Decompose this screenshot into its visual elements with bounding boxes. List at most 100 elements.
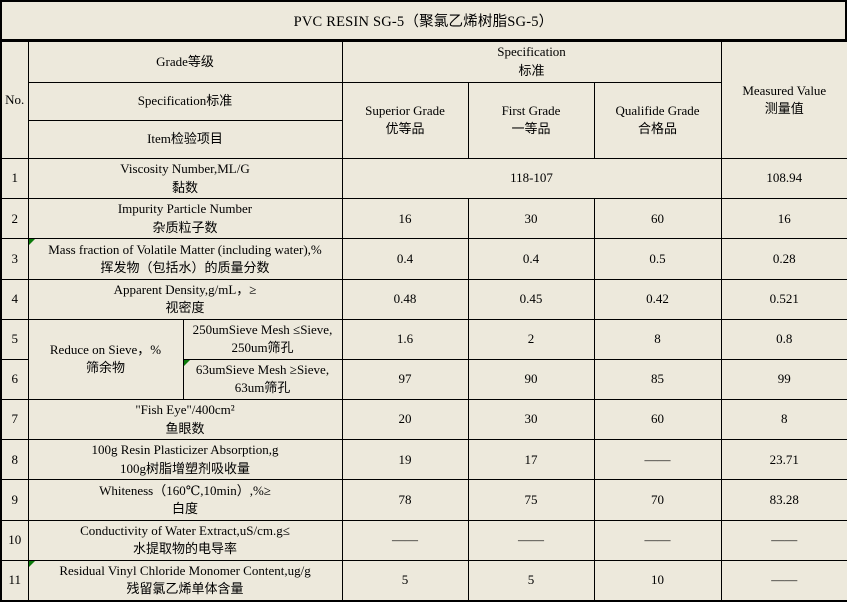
- item-en: Residual Vinyl Chloride Monomer Content,…: [59, 562, 311, 578]
- cell-r5-superior: 1.6: [341, 318, 469, 360]
- cell-r5-no: 5: [0, 318, 29, 360]
- cell-r11-measured: ——: [720, 559, 847, 602]
- cell-r7-superior: 20: [341, 399, 469, 441]
- item-zh: 水提取物的电导率: [133, 541, 238, 557]
- item-en: 250umSieve Mesh ≤Sieve,: [192, 321, 333, 337]
- table-row: 10 Conductivity of Water Extract,uS/cm.g…: [0, 519, 847, 561]
- item-zh: 视密度: [165, 300, 205, 316]
- cell-r5-first: 2: [467, 318, 595, 360]
- header-specification-en: Specification: [497, 44, 566, 60]
- header-row-spec: Specification标准 Superior Grade 优等品 First…: [1, 81, 847, 160]
- table-row: 6 63umSieve Mesh ≥Sieve, 63um筛孔 97 90 85…: [0, 358, 847, 401]
- cell-r4-superior: 0.48: [341, 278, 469, 320]
- cell-r8-first: 17: [467, 439, 595, 481]
- cell-r2-no: 2: [0, 198, 29, 240]
- item-en: Mass fraction of Volatile Matter (includ…: [48, 241, 322, 257]
- header-first-en: First Grade: [501, 102, 561, 118]
- header-superior-en: Superior Grade: [365, 102, 445, 118]
- cell-r2-item: Impurity Particle Number 杂质粒子数: [27, 198, 343, 240]
- header-item: Item检验项目: [27, 119, 343, 160]
- cell-r10-superior: ——: [341, 519, 469, 561]
- item-zh: 黏数: [172, 179, 199, 195]
- item-zh: 100g树脂增塑剂吸收量: [120, 460, 251, 476]
- cell-r10-measured: ——: [720, 519, 847, 561]
- cell-r5-subitem: 250umSieve Mesh ≤Sieve, 250um筛孔: [182, 318, 343, 360]
- item-zh: 白度: [172, 500, 199, 516]
- item-en: 100g Resin Plasticizer Absorption,g: [91, 442, 279, 458]
- table-row: 1 Viscosity Number,ML/G 黏数 118-107 108.9…: [0, 158, 847, 200]
- cell-r11-qualified: 10: [593, 559, 722, 602]
- cell-r11-superior: 5: [341, 559, 469, 602]
- cell-r11-item: Residual Vinyl Chloride Monomer Content,…: [27, 559, 343, 602]
- cell-r9-qualified: 70: [593, 479, 722, 521]
- header-qualified-grade: Qualifide Grade 合格品: [593, 81, 722, 160]
- item-zh: 250um筛孔: [231, 340, 294, 356]
- cell-r2-first: 30: [467, 198, 595, 240]
- header-specification: Specification 标准: [341, 40, 722, 83]
- cell-r9-no: 9: [0, 479, 29, 521]
- header-first-zh: 一等品: [511, 121, 551, 137]
- cell-r2-qualified: 60: [593, 198, 722, 240]
- cell-r6-measured: 99: [720, 358, 847, 401]
- cell-r11-first: 5: [467, 559, 595, 602]
- header-measured-en: Measured Value: [742, 82, 827, 98]
- item-zh: 筛余物: [85, 360, 125, 376]
- item-en: Whiteness（160℃,10min）,%≥: [99, 482, 271, 498]
- table-row: 8 100g Resin Plasticizer Absorption,g 10…: [0, 439, 847, 481]
- header-spec-std: Specification标准: [27, 81, 343, 121]
- header-specification-zh: 标准: [518, 62, 545, 78]
- cell-r3-superior: 0.4: [341, 238, 469, 280]
- item-en: Conductivity of Water Extract,uS/cm.g≤: [80, 522, 290, 538]
- cell-r7-no: 7: [0, 399, 29, 441]
- cell-r1-item: Viscosity Number,ML/G 黏数: [27, 158, 343, 200]
- table-row: 11 Residual Vinyl Chloride Monomer Conte…: [0, 559, 847, 602]
- cell-r10-item: Conductivity of Water Extract,uS/cm.g≤ 水…: [27, 519, 343, 561]
- table-row: 9 Whiteness（160℃,10min）,%≥ 白度 78 75 70 8…: [0, 479, 847, 521]
- cell-r2-superior: 16: [341, 198, 469, 240]
- cell-r7-item: "Fish Eye"/400cm² 鱼眼数: [27, 399, 343, 441]
- header-row-grade: No. Grade等级 Specification 标准 Measured Va…: [0, 40, 847, 160]
- cell-r6-subitem: 63umSieve Mesh ≥Sieve, 63um筛孔: [182, 358, 343, 401]
- table-row: 2 Impurity Particle Number 杂质粒子数 16 30 6…: [0, 198, 847, 240]
- cell-r6-first: 90: [467, 358, 595, 401]
- header-qualified-en: Qualifide Grade: [615, 102, 700, 118]
- cell-r4-measured: 0.521: [720, 278, 847, 320]
- cell-r6-qualified: 85: [593, 358, 722, 401]
- cell-r5-measured: 0.8: [720, 318, 847, 360]
- cell-r11-no: 11: [0, 559, 29, 602]
- cell-r9-superior: 78: [341, 479, 469, 521]
- cell-r4-first: 0.45: [467, 278, 595, 320]
- cell-r9-measured: 83.28: [720, 479, 847, 521]
- item-zh: 杂质粒子数: [152, 219, 218, 235]
- header-superior-zh: 优等品: [385, 121, 425, 137]
- cell-r5r6-group-item: Reduce on Sieve，% 筛余物: [27, 318, 184, 401]
- item-en: "Fish Eye"/400cm²: [135, 402, 235, 418]
- header-measured-zh: 测量值: [764, 101, 804, 117]
- cell-r7-qualified: 60: [593, 399, 722, 441]
- item-en: Apparent Density,g/mL，≥: [113, 281, 257, 297]
- table-row: 7 "Fish Eye"/400cm² 鱼眼数 20 30 60 8: [0, 399, 847, 441]
- item-en: Reduce on Sieve，%: [49, 341, 162, 357]
- item-en: 63umSieve Mesh ≥Sieve,: [195, 362, 330, 378]
- cell-r10-no: 10: [0, 519, 29, 561]
- cell-r1-spec-merged: 118-107: [341, 158, 722, 200]
- cell-r3-qualified: 0.5: [593, 238, 722, 280]
- cell-r10-qualified: ——: [593, 519, 722, 561]
- error-flag-icon: [184, 360, 190, 366]
- cell-r3-first: 0.4: [467, 238, 595, 280]
- table-row: 5 Reduce on Sieve，% 筛余物 250umSieve Mesh …: [0, 318, 847, 401]
- item-zh: 63um筛孔: [234, 380, 291, 396]
- header-no: No.: [0, 40, 29, 160]
- cell-r4-qualified: 0.42: [593, 278, 722, 320]
- item-zh: 残留氯乙烯单体含量: [126, 581, 244, 597]
- item-en: Impurity Particle Number: [117, 201, 253, 217]
- header-qualified-zh: 合格品: [638, 121, 678, 137]
- header-grade: Grade等级: [27, 40, 343, 83]
- cell-r8-no: 8: [0, 439, 29, 481]
- cell-r4-item: Apparent Density,g/mL，≥ 视密度: [27, 278, 343, 320]
- cell-r4-no: 4: [0, 278, 29, 320]
- cell-r8-measured: 23.71: [720, 439, 847, 481]
- header-first-grade: First Grade 一等品: [467, 81, 595, 160]
- cell-r9-first: 75: [467, 479, 595, 521]
- error-flag-icon: [29, 561, 35, 567]
